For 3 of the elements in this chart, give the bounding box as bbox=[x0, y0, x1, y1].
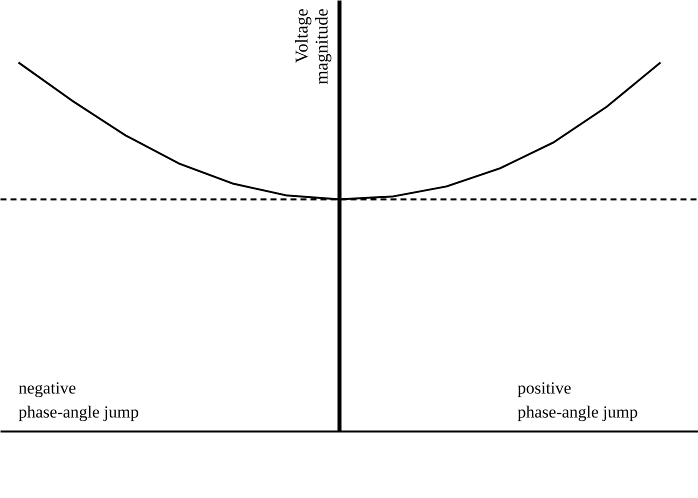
annotation: negative phase-angle jump bbox=[18, 378, 139, 422]
annotation: positive phase-angle jump bbox=[518, 378, 638, 422]
y-axis-title: Voltage magnitude bbox=[292, 8, 332, 84]
